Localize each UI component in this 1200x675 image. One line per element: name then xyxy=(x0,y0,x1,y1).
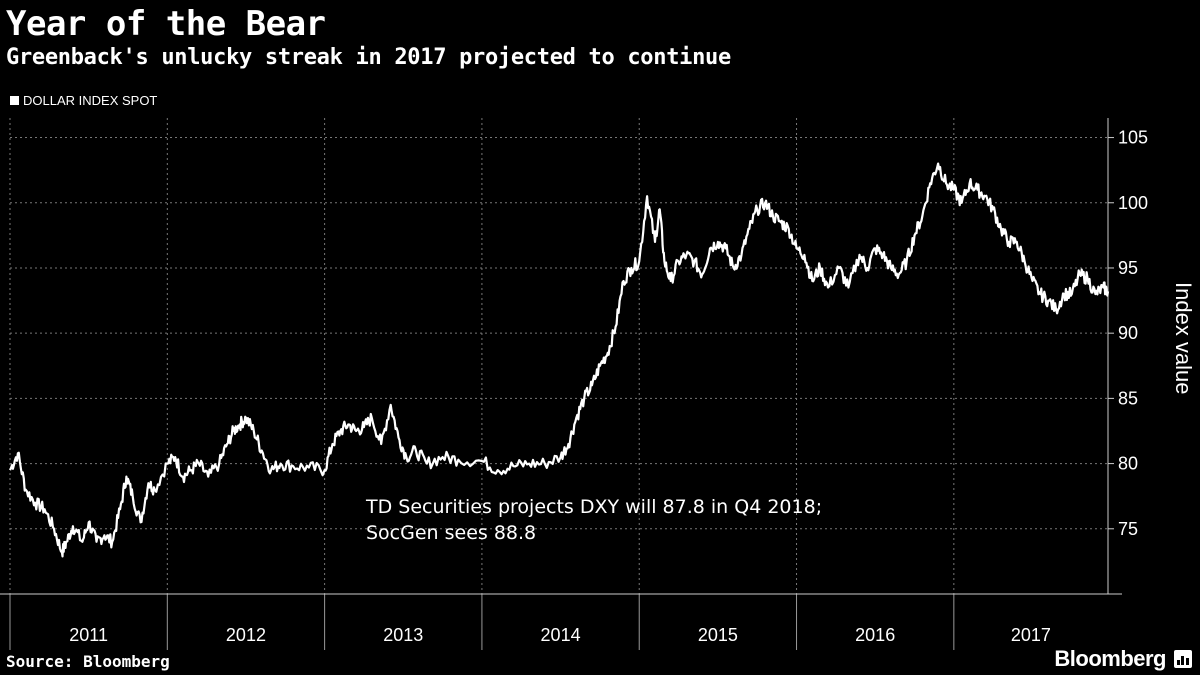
x-tick-label: 2017 xyxy=(1011,625,1051,645)
annotation-line-2: SocGen sees 88.8 xyxy=(366,522,536,544)
chart-subtitle: Greenback's unlucky streak in 2017 proje… xyxy=(6,45,731,70)
bar-chart-icon xyxy=(1174,650,1192,668)
y-tick-label: 75 xyxy=(1118,519,1138,539)
grid xyxy=(9,118,1108,594)
y-tick-label: 90 xyxy=(1118,323,1138,343)
legend-label: DOLLAR INDEX SPOT xyxy=(23,93,158,108)
y-axis-label: Index value xyxy=(1171,282,1196,395)
y-tick-label: 105 xyxy=(1118,128,1148,148)
axes xyxy=(0,118,1122,650)
x-tick-label: 2015 xyxy=(698,625,738,645)
x-tick-label: 2011 xyxy=(69,625,108,645)
x-axis-ticks: 2011 2012 2013 2014 2015 2016 2017 xyxy=(69,625,1051,645)
y-tick-label: 85 xyxy=(1118,388,1138,408)
legend-swatch xyxy=(10,96,19,105)
series-line xyxy=(9,162,1110,558)
y-axis-ticks: 75 80 85 90 95 100 105 xyxy=(1118,128,1148,539)
annotation-line-1: TD Securities projects DXY will 87.8 in … xyxy=(365,496,822,518)
source-note: Source: Bloomberg xyxy=(6,652,170,671)
chart-title: Year of the Bear xyxy=(6,4,326,44)
brand-logo: Bloomberg xyxy=(1054,646,1166,671)
y-tick-label: 100 xyxy=(1118,193,1148,213)
y-tick-label: 80 xyxy=(1118,454,1138,474)
legend: DOLLAR INDEX SPOT xyxy=(10,93,157,108)
x-tick-label: 2016 xyxy=(855,625,895,645)
y-tick-label: 95 xyxy=(1118,258,1138,278)
x-tick-label: 2013 xyxy=(383,625,423,645)
x-tick-label: 2012 xyxy=(226,625,266,645)
x-tick-label: 2014 xyxy=(541,625,581,645)
